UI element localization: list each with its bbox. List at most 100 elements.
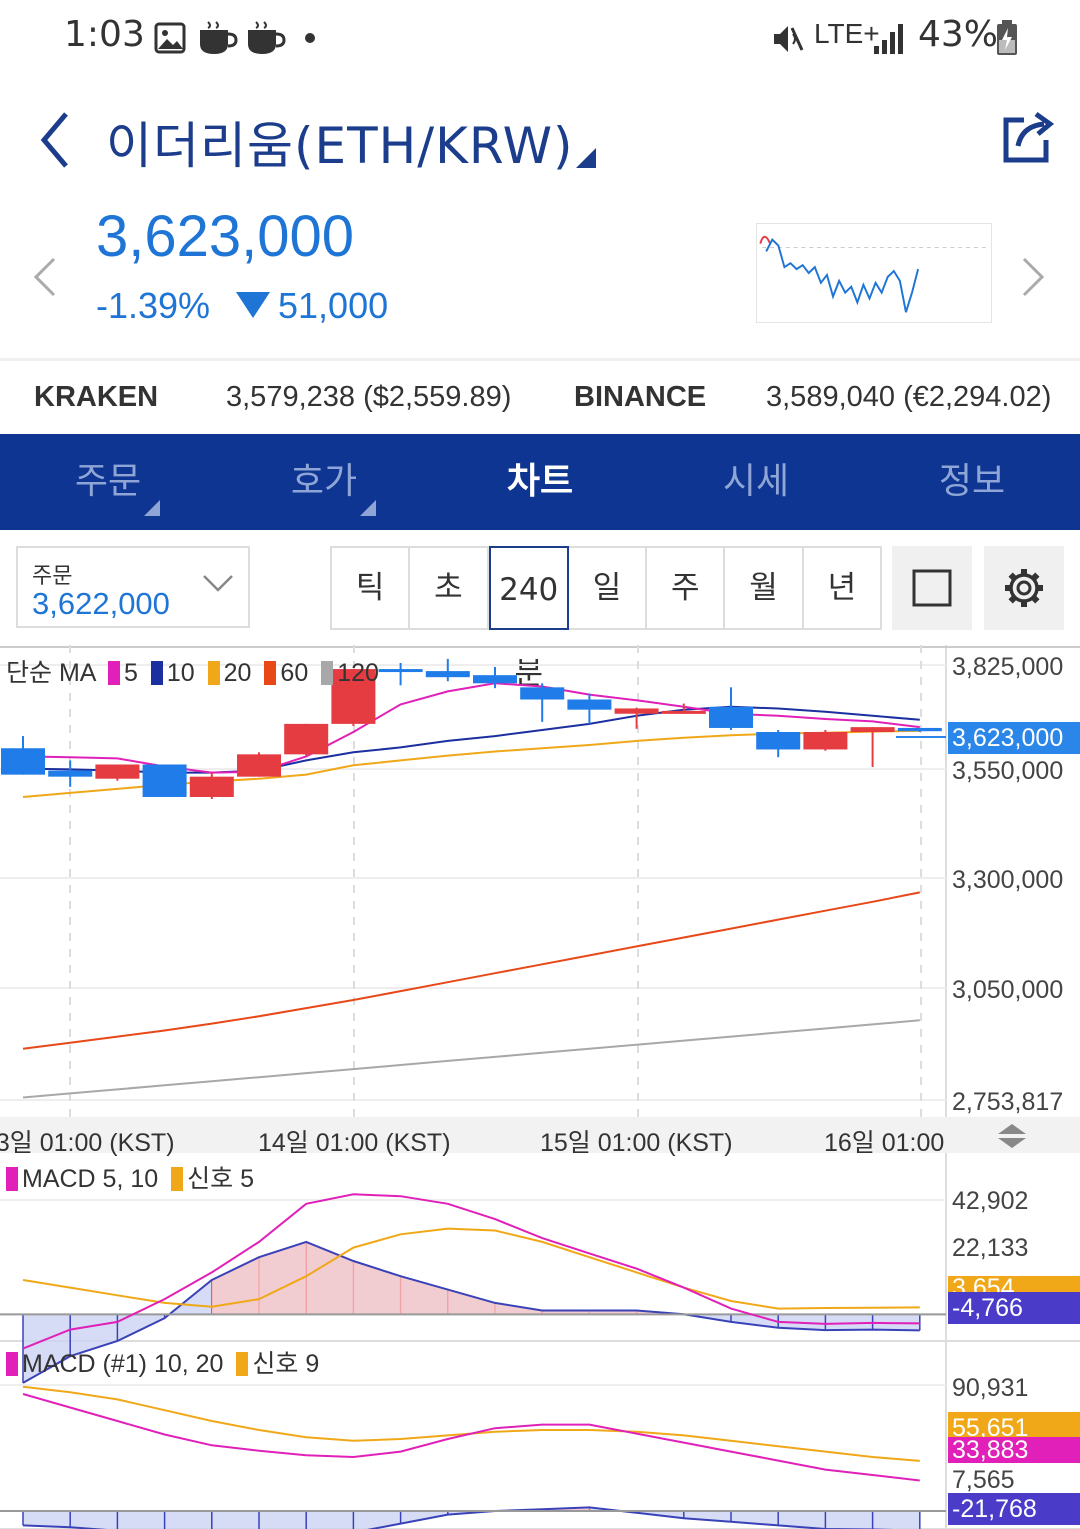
legend-label: MACD 5, 10 — [22, 1165, 159, 1193]
ma5-line — [22, 682, 920, 774]
legend-label: 5 — [124, 659, 138, 687]
macd1-hist-pos — [353, 1260, 401, 1315]
candle-body — [331, 669, 376, 724]
change-amount-value: 51,000 — [278, 285, 389, 326]
chart-settings-button[interactable] — [984, 546, 1064, 630]
candle-body — [520, 687, 565, 700]
macd2-legend: MACD (#1) 10, 20 신호 9 — [0, 1344, 319, 1380]
candle-body — [189, 776, 234, 797]
candle-body — [142, 764, 187, 797]
exchange-name: KRAKEN — [34, 381, 159, 413]
macd1-value-tag: -4,766 — [948, 1292, 1080, 1324]
exchange-name: BINANCE — [574, 381, 707, 413]
down-triangle-icon — [236, 292, 270, 318]
price-summary: 3,623,000 -1.39% 51,000 — [0, 195, 1080, 355]
ma60-line — [22, 891, 920, 1050]
coffee-icon — [200, 21, 238, 54]
chart-toolbar: 주문 3,622,000 틱 초 240분 일 주 월 년 — [0, 540, 1080, 692]
ma-legend: 단순 MA 5 10 20 60 120 — [6, 653, 379, 689]
page-title[interactable]: 이더리움(ETH/KRW) — [106, 117, 574, 175]
legend-swatch — [264, 661, 277, 685]
chevron-right-icon — [1022, 257, 1045, 297]
resize-handle-icon[interactable] — [996, 1123, 1028, 1149]
tab-label: 주문 — [74, 461, 142, 502]
macd2-macd-line — [22, 1393, 920, 1482]
time-axis-label: 16일 01:00 — [824, 1129, 945, 1157]
battery-charging-icon — [997, 20, 1017, 55]
current-price-tag: 3,623,000 — [948, 722, 1080, 754]
candle-body — [709, 706, 753, 728]
period-year-button[interactable]: 년 — [827, 570, 857, 606]
macd2-axis-label: 7,565 — [952, 1466, 1015, 1494]
price-axis-label: 3,550,000 — [952, 757, 1064, 785]
dropdown-caret-icon — [360, 500, 376, 516]
candle-body — [237, 754, 281, 777]
candle-body — [48, 770, 93, 777]
tab-info[interactable]: 정보 — [864, 434, 1080, 530]
mute-icon — [774, 26, 804, 52]
macd2-value-tag: -21,768 — [948, 1493, 1080, 1525]
title-dropdown-caret-icon[interactable] — [576, 148, 596, 168]
exchange-prices: KRAKEN 3,579,238 ($2,559.89) BINANCE 3,5… — [0, 358, 1080, 434]
tab-chart[interactable]: 차트 — [432, 434, 648, 530]
exchange-price: 3,589,040 (€2,294.02) — [766, 381, 1052, 413]
time-axis-bar — [0, 1117, 1080, 1153]
gallery-icon — [154, 22, 186, 54]
candle-body — [614, 708, 659, 714]
order-label: 주문 — [32, 564, 73, 589]
period-week-button[interactable]: 주 — [647, 548, 726, 628]
change-amount: 51,000 — [236, 285, 388, 327]
prev-coin-button[interactable] — [30, 255, 60, 299]
order-price-select[interactable]: 주문 3,622,000 — [16, 546, 250, 628]
legend-label: 10 — [166, 659, 195, 687]
coffee-icon — [248, 21, 286, 54]
macd1-legend: MACD 5, 10 신호 5 — [0, 1159, 254, 1195]
mini-chart-line — [765, 238, 920, 313]
candle-body — [425, 671, 470, 678]
macd1-axis-label: 22,133 — [952, 1234, 1029, 1262]
price-axis-label: 2,753,817 — [952, 1088, 1064, 1116]
macd1-signal-line — [22, 1227, 920, 1310]
back-button[interactable] — [30, 108, 86, 172]
current-price: 3,623,000 — [96, 204, 355, 269]
candle-body — [850, 727, 895, 733]
candle-body — [803, 732, 848, 750]
ma-legend-title: 단순 MA — [6, 659, 96, 687]
ma120-line — [22, 1019, 920, 1099]
chevron-left-icon — [33, 257, 56, 297]
tab-order[interactable]: 주문 — [0, 434, 216, 530]
candle-body — [378, 669, 423, 673]
macd1-macd-line — [22, 1193, 920, 1350]
dropdown-caret-icon — [144, 500, 160, 516]
macd1-hist-pos — [259, 1241, 307, 1315]
legend-swatch — [236, 1352, 249, 1376]
legend-swatch — [6, 1167, 18, 1191]
share-button[interactable] — [998, 110, 1058, 166]
chart-area[interactable]: 단순 MA 5 10 20 60 120 3,825,000 3,623,000… — [0, 645, 1080, 1529]
macd1-hist-outline — [22, 1240, 920, 1384]
tab-orderbook[interactable]: 호가 — [216, 434, 432, 530]
period-second-button[interactable]: 초 — [410, 548, 489, 628]
tab-label: 정보 — [938, 461, 1006, 502]
status-time: 1:03 — [64, 14, 145, 55]
tab-quotes[interactable]: 시세 — [648, 434, 864, 530]
tab-label: 차트 — [506, 461, 574, 502]
fullscreen-button[interactable] — [892, 546, 972, 630]
change-percent: -1.39% — [96, 285, 211, 326]
legend-swatch — [108, 661, 121, 685]
candle-body — [95, 764, 140, 779]
macd1-hist-pos — [306, 1241, 354, 1315]
period-day-button[interactable]: 일 — [569, 548, 648, 628]
mini-price-chart[interactable] — [756, 223, 992, 323]
next-coin-button[interactable] — [1018, 255, 1048, 299]
candle-body — [567, 699, 612, 710]
period-240min-button[interactable]: 240분 — [488, 546, 569, 692]
chart-canvas[interactable] — [0, 645, 1080, 1529]
legend-label: MACD (#1) 10, 20 — [22, 1350, 224, 1378]
legend-swatch — [171, 1167, 184, 1191]
period-tick-button[interactable]: 틱 — [332, 548, 411, 628]
exchange-price: 3,579,238 ($2,559.89) — [226, 381, 512, 413]
macd2-hist-area — [23, 1507, 920, 1529]
gear-icon — [1005, 569, 1043, 607]
period-month-button[interactable]: 월 — [725, 548, 804, 628]
